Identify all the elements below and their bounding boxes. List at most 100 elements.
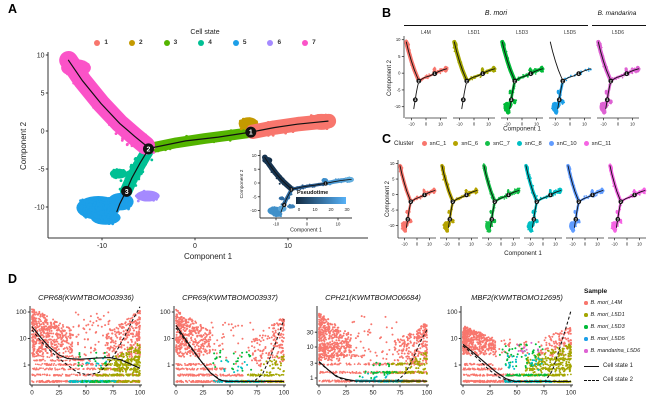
svg-text:2: 2: [494, 200, 496, 204]
sample-legend-items: B. mori_L4M B. mori_L5D1 B. mori_L5D3 B. mo…: [584, 300, 650, 354]
svg-text:2: 2: [147, 146, 151, 153]
cluster-legend-items: snC_1 snC_6 snC_7 snC_8 snC_10 snC_11: [421, 141, 611, 147]
sample-legend-entry: B. mori_L5D3: [584, 324, 650, 330]
svg-text:-10: -10: [552, 122, 559, 127]
d-plot-title: MBF2(KWMTBOMO12695): [471, 293, 563, 302]
cell-state-curves: [318, 329, 428, 382]
pseudotime-tick-label: 0: [298, 207, 301, 212]
b-facet-title: L4M: [421, 30, 431, 36]
cluster-legend-entry: snC_11: [583, 141, 611, 147]
svg-text:10: 10: [534, 122, 539, 127]
expression-points: [175, 308, 285, 384]
svg-text:0: 0: [392, 192, 395, 197]
d-plot-title: CPR69(KWMTBOMO03937): [182, 293, 278, 302]
trajectory-skeleton: 123: [549, 41, 592, 110]
cell-state-label: 3: [173, 39, 178, 46]
b-facet-title: L5D3: [516, 30, 528, 36]
svg-text:-10: -10: [401, 242, 408, 247]
solid-line-sample: [584, 365, 599, 367]
svg-text:3: 3: [533, 217, 535, 221]
cell-state-color-dot: [128, 39, 135, 46]
svg-text:3: 3: [606, 98, 608, 102]
pseudotime-tick-label: 20: [328, 207, 334, 212]
svg-text:-10: -10: [600, 122, 607, 127]
panel-d: D CPR68(KWMTBOMO03936) 0 25 50 75 100 1 10 100 CP…: [0, 272, 650, 416]
cell-state-legend-entry: 5: [232, 39, 246, 46]
pseudotime-gradient-bar: [296, 197, 346, 204]
cluster-color-dot: [421, 141, 427, 146]
dashed-line-sample: [584, 379, 599, 381]
svg-text:-10: -10: [485, 242, 492, 247]
svg-text:-5: -5: [397, 87, 401, 92]
svg-text:3: 3: [491, 217, 493, 221]
trajectory-skeleton: 123: [525, 165, 562, 228]
svg-text:-10: -10: [97, 243, 107, 250]
trajectory-skeleton: 1 2 3: [483, 165, 520, 228]
svg-text:10: 10: [511, 242, 516, 247]
svg-text:-10: -10: [250, 208, 257, 213]
svg-text:10: 10: [469, 242, 474, 247]
trajectory-skeleton: 123: [405, 41, 448, 110]
svg-text:0: 0: [306, 222, 309, 227]
sample-legend-entry: B. mandarina_L5D6: [584, 348, 650, 354]
svg-text:1: 1: [508, 193, 510, 197]
b-facet-title: L5D6: [612, 30, 624, 36]
svg-text:-5: -5: [391, 208, 395, 213]
svg-text:-10: -10: [504, 122, 511, 127]
b-facet-title: L5D5: [564, 30, 576, 36]
svg-text:10: 10: [630, 122, 635, 127]
svg-text:1: 1: [482, 72, 484, 76]
sample-label: B. mori_L5D5: [590, 336, 625, 342]
cell-state-legend-title: Cell state: [190, 29, 220, 36]
d-plot-title: CPH21(KWMTBOMO06684): [325, 293, 421, 302]
svg-text:0: 0: [425, 122, 428, 127]
b-x-axis-label: Component 1: [503, 126, 541, 133]
panel-b-label: B: [382, 6, 392, 20]
svg-text:10: 10: [427, 242, 432, 247]
svg-text:-10: -10: [443, 242, 450, 247]
sample-color-dot: [584, 325, 588, 329]
svg-text:2: 2: [562, 79, 564, 83]
svg-text:10: 10: [553, 242, 558, 247]
cluster-legend-entry: snC_8: [516, 141, 542, 147]
cluster-legend-entry: snC_10: [548, 141, 577, 147]
sample-label: B. mori_L5D3: [590, 324, 625, 330]
inset-x-axis-label: Component 1: [290, 228, 322, 234]
svg-text:0: 0: [254, 181, 257, 186]
trajectory-skeleton: 123: [567, 165, 604, 228]
a-y-axis-label: Component 2: [19, 121, 28, 170]
cell-state-label: 2: [138, 39, 143, 46]
cluster-color-dot: [583, 141, 589, 146]
svg-text:1: 1: [424, 193, 426, 197]
svg-text:5: 5: [392, 177, 395, 182]
pseudotime-tick-label: 30: [344, 207, 350, 212]
inset-y-axis-label: Component 2: [239, 169, 245, 198]
svg-text:10: 10: [396, 37, 401, 42]
sample-legend-entry: B. mori_L5D5: [584, 336, 650, 342]
panel-a-label: A: [8, 2, 18, 16]
svg-text:1: 1: [530, 72, 532, 76]
svg-text:10: 10: [37, 52, 45, 59]
svg-text:1: 1: [466, 193, 468, 197]
svg-text:10: 10: [390, 161, 395, 166]
cluster-legend-entry: snC_7: [485, 141, 510, 147]
trajectory-skeleton: 123: [453, 41, 496, 110]
panel-b: B B. mori B. mandarina L4M 10 5 0 -5 -10 -10 0 1…: [380, 0, 650, 132]
cluster-legend: Cluster snC_1 snC_6 snC_7 snC_8 snC_10 snC_11: [394, 140, 650, 147]
svg-text:3: 3: [125, 189, 129, 196]
trajectory-skeleton: 123: [501, 41, 544, 110]
species-header-b-mandarina: B. mandarina: [597, 10, 637, 17]
svg-text:10: 10: [284, 243, 292, 250]
sample-color-dot: [584, 313, 588, 317]
trajectory-skeleton: 123: [67, 59, 329, 213]
trajectory-skeleton: 123: [609, 165, 646, 228]
sample-label: B. mandarina_L5D6: [590, 348, 641, 354]
svg-text:-10: -10: [527, 242, 534, 247]
svg-text:1: 1: [592, 193, 594, 197]
svg-text:-10: -10: [273, 222, 280, 227]
b-y-axis-label: Component 2: [387, 59, 393, 96]
cell-state-curves: [31, 306, 141, 376]
cell-state-label: 6: [277, 39, 282, 46]
trajectory-points: [500, 39, 545, 115]
